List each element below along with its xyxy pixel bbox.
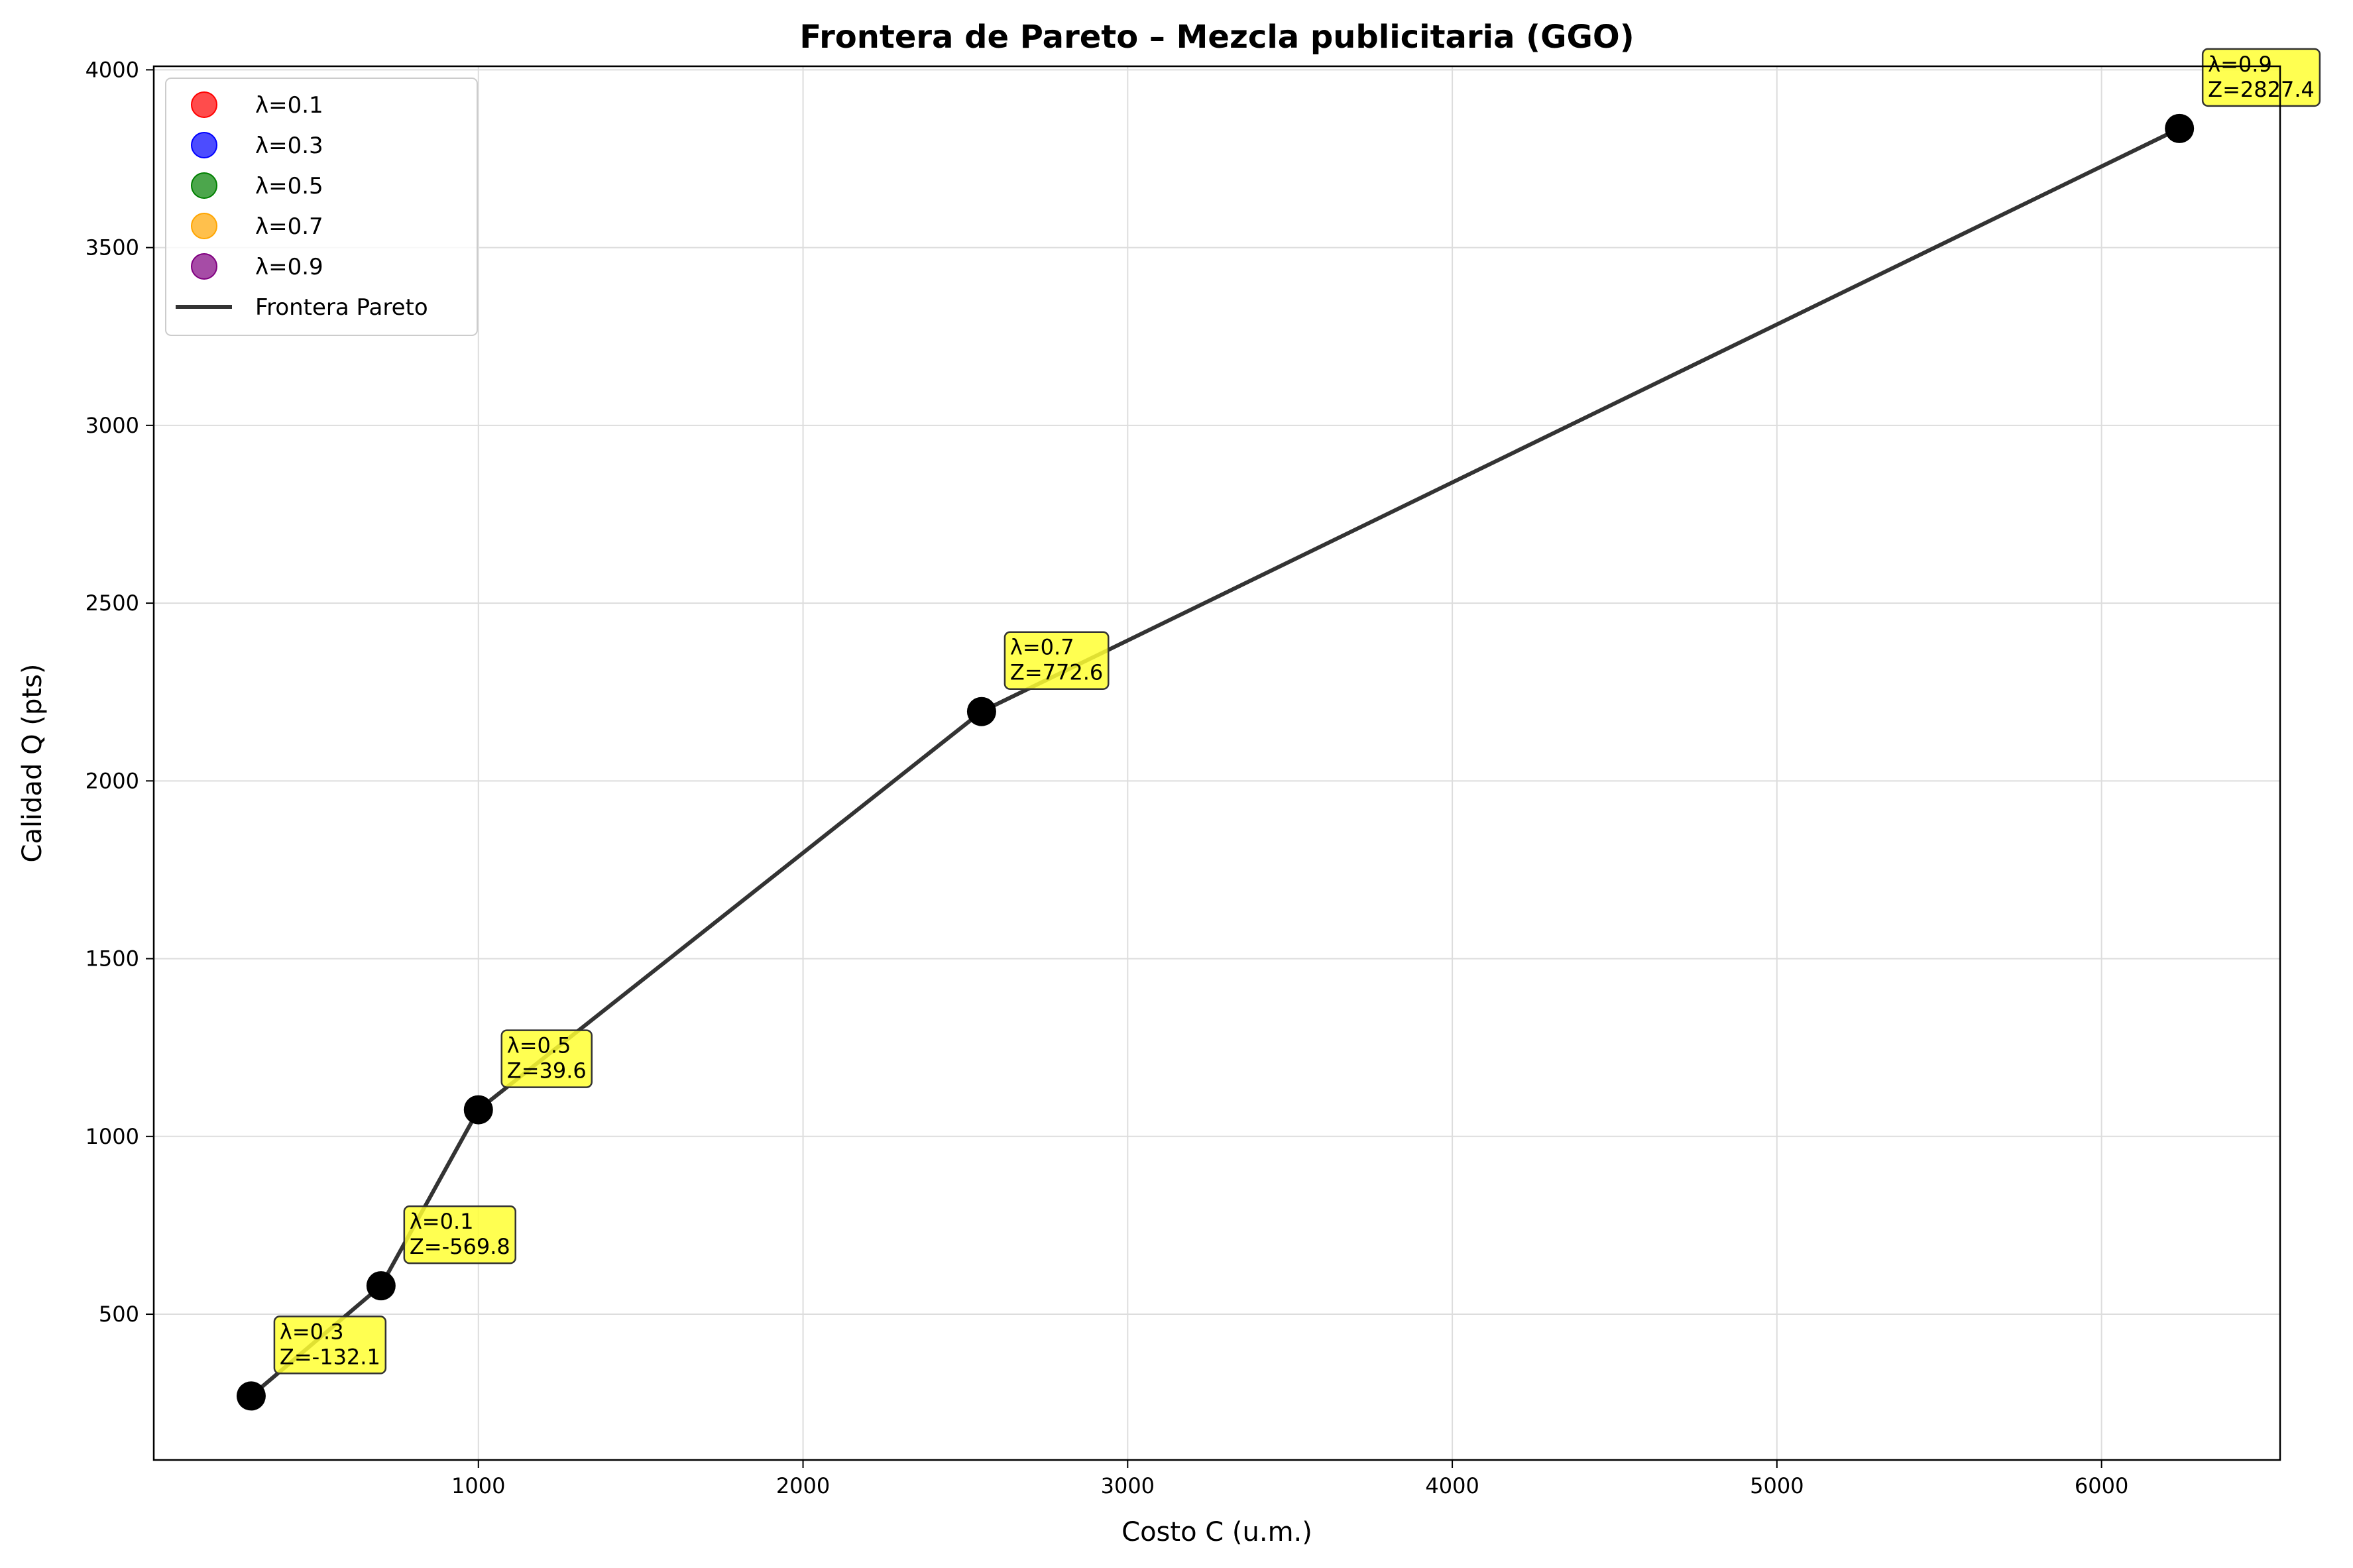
legend-label: λ=0.1 xyxy=(255,92,323,119)
y-tick-label: 2000 xyxy=(86,768,139,793)
legend-marker xyxy=(191,213,217,239)
annotation-lambda: λ=0.7 xyxy=(1010,635,1074,660)
x-tick-label: 2000 xyxy=(776,1473,830,1498)
y-tick-label: 500 xyxy=(99,1302,139,1327)
legend-marker xyxy=(191,132,217,158)
legend-marker xyxy=(191,172,217,199)
data-points xyxy=(236,113,2195,1411)
legend-label: λ=0.7 xyxy=(255,213,323,240)
y-tick-label: 3500 xyxy=(86,235,139,260)
legend-box xyxy=(165,78,478,336)
annotation-z: Z=-132.1 xyxy=(280,1344,380,1369)
annotation-box xyxy=(1004,631,1110,690)
x-axis-ticks: 1000 2000 3000 4000 5000 6000 xyxy=(451,1460,2128,1498)
y-tick-label: 1000 xyxy=(86,1124,139,1149)
legend-label-frontier: Frontera Pareto xyxy=(255,294,428,321)
data-point xyxy=(966,697,996,726)
y-axis-ticks: 500 1000 1500 2000 2500 3000 3500 4000 xyxy=(86,57,154,1327)
plot-frame xyxy=(152,65,2281,1461)
annotation-lambda: λ=0.1 xyxy=(410,1209,474,1234)
y-tick-label: 2500 xyxy=(86,590,139,616)
annotation-z: Z=772.6 xyxy=(1010,660,1103,685)
x-tick-label: 1000 xyxy=(451,1473,505,1498)
point-annotations: λ=0.3Z=-132.1 λ=0.1Z=-569.8 λ=0.5Z=39.6 λ=0… xyxy=(273,48,2321,1374)
y-tick-label: 4000 xyxy=(86,57,139,82)
data-point xyxy=(236,1381,266,1411)
annotation-box xyxy=(403,1205,516,1264)
legend-label: λ=0.9 xyxy=(255,254,323,280)
annotation-lambda: λ=0.9 xyxy=(2208,52,2272,77)
chart-title: Frontera de Pareto – Mezcla publicitaria… xyxy=(799,19,1634,56)
grid-lines xyxy=(154,66,2280,1460)
data-point xyxy=(366,1271,396,1301)
y-tick-label: 1500 xyxy=(86,946,139,972)
annotation-z: Z=-569.8 xyxy=(410,1234,510,1259)
data-point xyxy=(463,1095,493,1125)
legend-marker xyxy=(191,253,217,280)
x-tick-label: 4000 xyxy=(1425,1473,1479,1498)
y-axis-label: Calidad Q (pts) xyxy=(17,664,48,863)
annotation-lambda: λ=0.3 xyxy=(280,1319,344,1344)
legend-marker xyxy=(191,91,217,118)
legend: λ=0.1 λ=0.3 λ=0.5 λ=0.7 λ=0.9 Frontera Pareto xyxy=(165,78,478,336)
annotation-z: Z=2827.4 xyxy=(2208,77,2315,102)
data-point xyxy=(2165,113,2195,143)
annotation-box xyxy=(273,1316,387,1374)
annotation-lambda: λ=0.5 xyxy=(507,1033,571,1058)
annotation-box xyxy=(500,1029,593,1088)
legend-label: λ=0.5 xyxy=(255,173,323,199)
x-axis-label: Costo C (u.m.) xyxy=(1121,1517,1312,1547)
annotation-box xyxy=(2201,48,2321,107)
annotation-z: Z=39.6 xyxy=(507,1058,587,1084)
x-tick-label: 6000 xyxy=(2075,1473,2128,1498)
x-tick-label: 5000 xyxy=(1750,1473,1804,1498)
x-tick-label: 3000 xyxy=(1101,1473,1155,1498)
legend-label: λ=0.3 xyxy=(255,133,323,159)
y-tick-label: 3000 xyxy=(86,413,139,438)
